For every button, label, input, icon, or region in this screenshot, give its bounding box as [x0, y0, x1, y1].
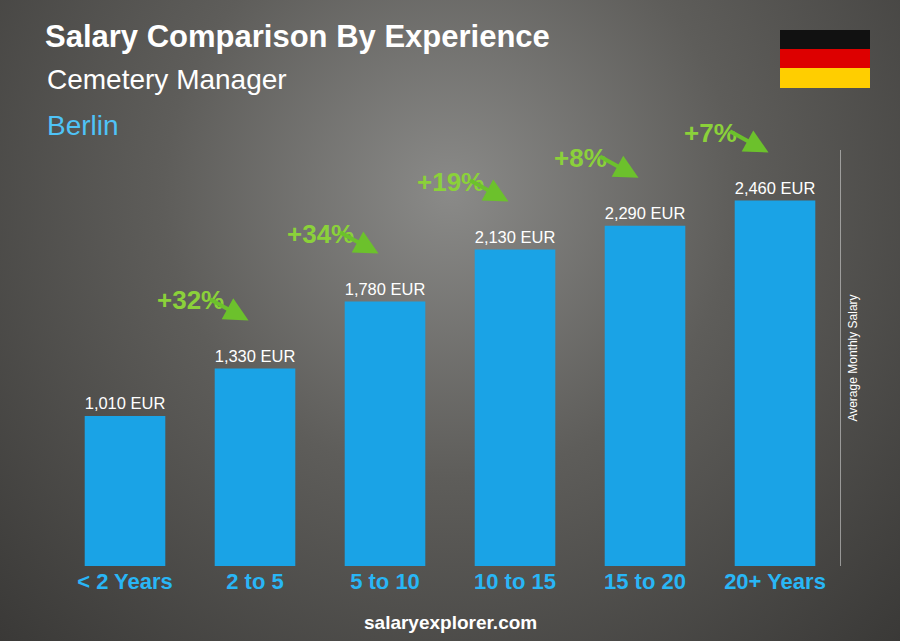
svg-text:2,460 EUR: 2,460 EUR — [735, 179, 816, 197]
svg-text:Salary Comparison By Experienc: Salary Comparison By Experience — [45, 19, 550, 54]
svg-text:< 2 Years: < 2 Years — [77, 569, 173, 594]
svg-text:2,130 EUR: 2,130 EUR — [475, 228, 556, 246]
svg-text:Average Monthly Salary: Average Monthly Salary — [846, 294, 860, 421]
svg-text:5 to 10: 5 to 10 — [350, 569, 420, 594]
svg-text:20+ Years: 20+ Years — [724, 569, 826, 594]
svg-text:Cemetery Manager: Cemetery Manager — [47, 64, 287, 95]
svg-text:+19%: +19% — [417, 167, 484, 197]
svg-text:1,330 EUR: 1,330 EUR — [215, 347, 296, 365]
svg-text:15 to 20: 15 to 20 — [604, 569, 686, 594]
svg-text:1,010 EUR: 1,010 EUR — [85, 394, 166, 412]
svg-text:+34%: +34% — [287, 219, 354, 249]
svg-text:1,780 EUR: 1,780 EUR — [345, 280, 426, 298]
svg-text:salaryexplorer.com: salaryexplorer.com — [364, 612, 537, 633]
svg-text:10 to 15: 10 to 15 — [474, 569, 556, 594]
svg-text:2,290 EUR: 2,290 EUR — [605, 204, 686, 222]
svg-text:2 to 5: 2 to 5 — [226, 569, 283, 594]
svg-text:+7%: +7% — [684, 118, 737, 148]
svg-text:+8%: +8% — [554, 143, 607, 173]
svg-text:Berlin: Berlin — [47, 110, 119, 141]
svg-text:+32%: +32% — [157, 285, 224, 315]
